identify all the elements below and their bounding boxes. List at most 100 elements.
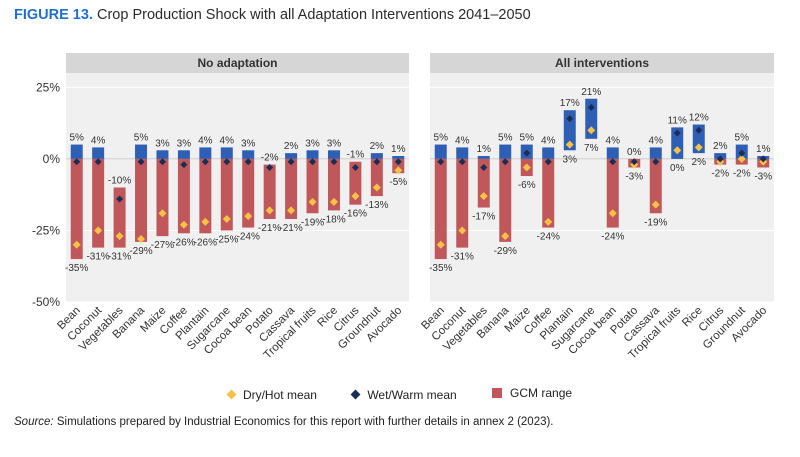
gcm-range-bar-positive	[220, 147, 233, 159]
gcm-range-bar-positive	[370, 153, 383, 159]
data-label-max: 1%	[756, 144, 771, 155]
dry-hot-mean-marker	[287, 206, 296, 215]
data-label-min: -13%	[365, 200, 388, 211]
dry-hot-mean-marker	[201, 217, 210, 226]
gcm-range-bar-negative	[434, 158, 447, 260]
data-label-max: 17%	[560, 98, 580, 109]
data-label-min: -29%	[129, 246, 152, 257]
gcm-range-bar-negative	[242, 158, 255, 228]
gcm-range-bar-positive	[585, 98, 598, 139]
gcm-range-bar-negative	[156, 158, 169, 237]
wet-warm-mean-marker	[351, 163, 359, 171]
wet-warm-mean-marker	[73, 158, 81, 166]
data-label-max: 1%	[391, 144, 406, 155]
dry-hot-mean-marker	[394, 166, 403, 175]
data-label-max: 4%	[198, 135, 213, 146]
data-label-max: 3%	[327, 138, 342, 149]
gcm-range-bar-negative	[606, 158, 619, 228]
data-label-min: -29%	[494, 246, 517, 257]
dry-hot-mean-marker	[737, 154, 746, 163]
dry-hot-mean-marker	[501, 232, 510, 241]
dry-hot-mean-marker	[587, 126, 596, 135]
gcm-range-bar-negative	[135, 158, 148, 242]
wet-warm-mean-marker	[587, 103, 595, 111]
data-label-max: -1%	[347, 150, 365, 161]
wet-warm-mean-marker	[523, 149, 531, 157]
dry-hot-mean-marker	[308, 197, 317, 206]
gcm-range-bar-negative	[177, 158, 190, 234]
source-text: Simulations prepared by Industrial Econo…	[56, 416, 554, 428]
gcm-range-bar-negative	[199, 158, 212, 234]
data-label-max: 3%	[155, 138, 170, 149]
dry-hot-mean-marker	[565, 140, 574, 149]
wet-warm-mean-marker	[673, 129, 681, 137]
data-label-max: 4%	[606, 135, 621, 146]
gcm-range-bar-positive	[692, 124, 705, 154]
data-label-min: -17%	[472, 212, 495, 223]
legend-item-wet-warm: Wet/Warm mean	[350, 387, 457, 402]
wet-warm-mean-marker	[137, 158, 145, 166]
wet-warm-mean-marker	[738, 149, 746, 157]
legend-item-dry-hot: Dry/Hot mean	[226, 388, 317, 402]
legend-wet-warm-label: Wet/Warm mean	[367, 387, 457, 402]
figure-title-text: Crop Production Shock with all Adaptatio…	[97, 7, 531, 23]
chart-legend: Dry/Hot mean Wet/Warm mean GCM range	[0, 386, 800, 402]
data-label-max: 1%	[477, 144, 492, 155]
data-label-min: -24%	[601, 232, 624, 243]
data-label-max: 0%	[627, 147, 642, 158]
wet-warm-mean-marker	[201, 158, 209, 166]
data-label-min: -5%	[389, 177, 407, 188]
wet-warm-mean-marker	[695, 126, 703, 134]
wet-warm-mean-marker	[759, 155, 767, 163]
data-label-max: 5%	[434, 133, 449, 144]
data-label-min: -6%	[518, 180, 536, 191]
data-label-max: 12%	[689, 113, 709, 124]
gcm-range-bar-negative	[70, 158, 83, 260]
data-label-min: -35%	[65, 263, 88, 274]
gcm-range-bar-positive	[456, 147, 469, 159]
data-label-max: 3%	[305, 138, 320, 149]
data-label-max: 2%	[370, 141, 385, 152]
wet-warm-mean-marker	[223, 158, 231, 166]
wet-warm-mean-marker	[630, 158, 638, 166]
y-tick-label: 25%	[36, 80, 60, 94]
wet-warm-mean-marker	[544, 158, 552, 166]
data-label-max: 4%	[91, 135, 106, 146]
gcm-range-bar-negative	[92, 158, 105, 248]
gcm-range-bar-negative	[263, 164, 276, 219]
data-label-max: 11%	[668, 115, 687, 126]
dry-hot-mean-marker	[458, 226, 467, 235]
data-label-min: -31%	[86, 252, 109, 263]
legend-gcm-label: GCM range	[510, 386, 573, 400]
gcm-range-bar-positive	[70, 144, 83, 159]
legend-wet-warm-swatch	[350, 389, 361, 400]
dry-hot-mean-marker	[72, 240, 81, 249]
dry-hot-mean-marker	[436, 240, 445, 249]
gcm-range-bar-negative	[327, 158, 340, 211]
crop-production-chart: 25%0%-25%-50%No adaptation5%-35%Bean4%-3…	[32, 53, 774, 362]
data-label-min: -3%	[754, 171, 772, 182]
data-label-max: 4%	[455, 135, 470, 146]
wet-warm-mean-marker	[158, 158, 166, 166]
gcm-range-bar-positive	[542, 147, 555, 159]
gcm-range-bar-positive	[177, 150, 190, 159]
data-label-min: -16%	[344, 209, 367, 220]
gcm-range-bar-positive	[156, 150, 169, 159]
wet-warm-mean-marker	[266, 163, 274, 171]
wet-warm-mean-marker	[609, 158, 617, 166]
figure-label: FIGURE 13.	[14, 7, 93, 23]
data-label-min: -21%	[279, 223, 302, 234]
gcm-range-bar-positive	[135, 144, 148, 159]
data-label-max: 3%	[241, 138, 256, 149]
gcm-range-bar-positive	[242, 150, 255, 159]
dry-hot-mean-marker	[372, 183, 381, 192]
gcm-range-bar-positive	[285, 153, 298, 159]
data-label-min: -3%	[625, 171, 643, 182]
panel-header	[430, 53, 774, 73]
dry-hot-mean-marker	[351, 192, 360, 201]
data-label-max: 3%	[177, 138, 192, 149]
legend-dry-hot-swatch	[226, 389, 237, 400]
gcm-range-bar-positive	[499, 144, 512, 159]
data-label-min: -35%	[429, 263, 452, 274]
data-label-min: -24%	[537, 232, 560, 243]
